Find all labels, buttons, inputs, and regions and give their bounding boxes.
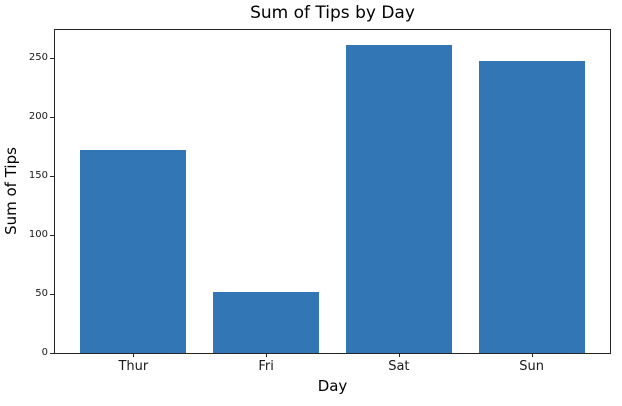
chart-title: Sum of Tips by Day: [250, 3, 415, 23]
y-tick-label-100: 100: [28, 228, 48, 240]
bar-thur: [80, 150, 187, 353]
x-tick-label-thur: Thur: [118, 359, 149, 374]
x-tick-label-fri: Fri: [258, 359, 274, 374]
x-tick-label-sat: Sat: [388, 359, 410, 374]
y-tick-mark-100: [50, 234, 54, 236]
x-tick-mark-sun: [531, 353, 533, 357]
y-tick-label-50: 50: [35, 287, 48, 299]
y-tick-mark-200: [50, 116, 54, 118]
y-axis-label: Sum of Tips: [2, 147, 20, 235]
x-tick-mark-thur: [133, 353, 135, 357]
x-tick-label-sun: Sun: [519, 359, 545, 374]
y-tick-mark-250: [50, 57, 54, 59]
y-tick-label-0: 0: [41, 347, 48, 358]
y-tick-label-150: 150: [28, 169, 48, 181]
bar-sat: [345, 45, 452, 353]
x-tick-mark-sat: [398, 353, 400, 357]
x-tick-mark-fri: [266, 353, 268, 357]
y-tick-label-250: 250: [28, 51, 48, 63]
y-tick-mark-150: [50, 175, 54, 177]
plot-area: Thur Fri Sat Sun 0 50 100 150 200 250: [29, 29, 611, 374]
bar-sun: [478, 60, 585, 353]
y-tick-mark-0: [50, 353, 54, 354]
y-tick-mark-50: [50, 293, 54, 295]
bar-fri: [213, 291, 320, 353]
y-tick-label-200: 200: [28, 110, 48, 122]
x-axis-label: Day: [317, 377, 348, 395]
